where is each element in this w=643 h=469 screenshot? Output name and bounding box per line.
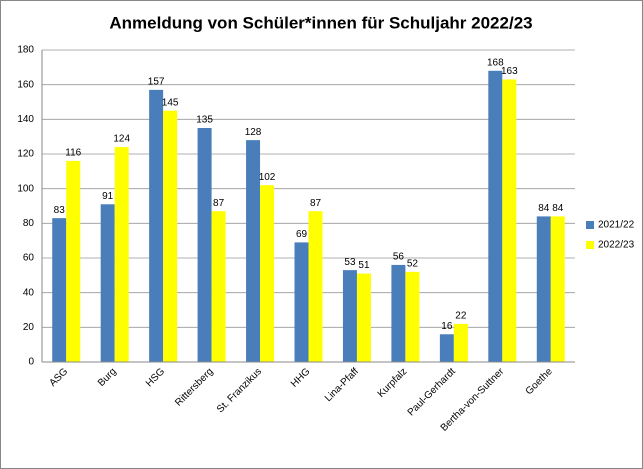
data-label: 128 [245, 127, 262, 138]
y-tick-label: 160 [17, 79, 34, 90]
data-label: 56 [393, 252, 405, 263]
y-tick-label: 120 [17, 149, 34, 160]
bar [391, 264, 406, 362]
data-label: 51 [358, 260, 370, 271]
data-label: 135 [196, 115, 213, 126]
data-label: 84 [552, 203, 564, 214]
y-tick-label: 140 [17, 114, 34, 125]
legend-label: 2021/22 [598, 220, 635, 231]
data-label: 124 [113, 134, 130, 145]
y-tick-label: 0 [28, 357, 34, 368]
legend-swatch [586, 241, 594, 249]
data-label: 52 [407, 259, 419, 270]
bar [356, 273, 371, 362]
bar [405, 271, 420, 362]
bar [294, 242, 309, 362]
bar [211, 211, 226, 362]
data-label: 22 [455, 311, 467, 322]
data-label: 168 [487, 57, 504, 68]
bar [488, 70, 503, 363]
y-tick-label: 40 [23, 287, 35, 298]
bar [536, 216, 551, 362]
bar [197, 128, 212, 362]
bar [453, 323, 468, 362]
legend-label: 2022/23 [598, 240, 635, 251]
bar [149, 89, 164, 362]
data-label: 69 [296, 229, 308, 240]
bar [52, 218, 67, 362]
data-label: 84 [538, 203, 550, 214]
data-label: 87 [310, 198, 322, 209]
bar [550, 216, 565, 362]
data-label: 16 [441, 321, 453, 332]
bar [114, 147, 129, 362]
data-label: 102 [259, 172, 276, 183]
data-label: 83 [54, 205, 66, 216]
data-label: 116 [65, 148, 81, 159]
data-label: 157 [148, 77, 165, 88]
bar [342, 270, 357, 362]
legend-swatch [586, 221, 594, 229]
bar [66, 160, 81, 362]
data-label: 53 [344, 257, 356, 268]
y-tick-label: 100 [17, 183, 34, 194]
bar [246, 140, 261, 362]
data-label: 91 [102, 191, 114, 202]
data-label: 145 [162, 97, 179, 108]
y-tick-label: 180 [17, 45, 34, 56]
data-label: 163 [501, 66, 518, 77]
y-tick-label: 80 [23, 218, 35, 229]
y-tick-label: 60 [23, 253, 35, 264]
bar [502, 79, 517, 362]
bar [100, 204, 115, 362]
bar [260, 185, 275, 362]
bar [163, 110, 178, 363]
y-tick-label: 20 [23, 322, 35, 333]
data-label: 87 [213, 198, 225, 209]
bar [308, 211, 323, 362]
bar [439, 334, 454, 362]
chart-title: Anmeldung von Schüler*innen für Schuljah… [109, 13, 532, 32]
